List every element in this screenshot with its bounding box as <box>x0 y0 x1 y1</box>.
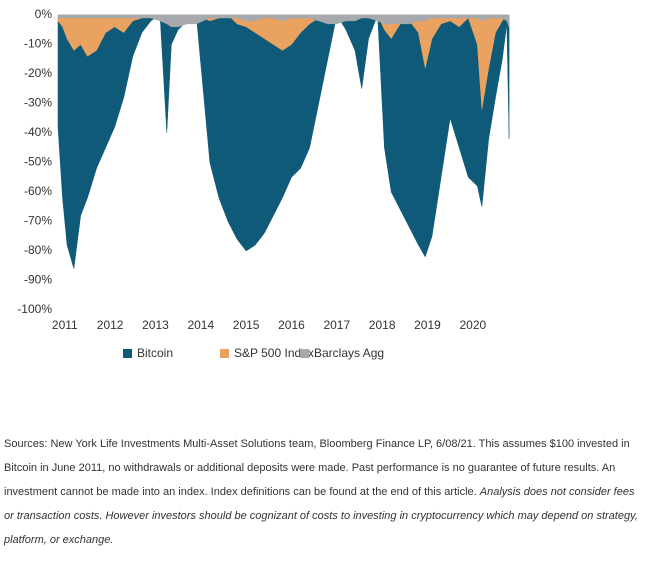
y-tick-label: -100% <box>17 302 52 316</box>
y-tick-label: -80% <box>24 243 52 257</box>
area <box>57 14 510 110</box>
legend-label: Bitcoin <box>137 346 173 360</box>
x-tick-label: 2012 <box>97 318 124 332</box>
x-tick-label: 2015 <box>233 318 260 332</box>
caveat-text: Analysis does not consider fees or trans… <box>4 486 638 546</box>
y-tick-label: -90% <box>24 273 52 287</box>
chart: 0% -10% -20% -30% -40% -50% -60% -70% -80% -90% -1… <box>17 7 510 360</box>
footnote: Sources: New York Life Investments Multi… <box>4 432 644 552</box>
x-tick-label: 2011 <box>52 318 78 332</box>
y-tick-label: -40% <box>24 125 52 139</box>
x-tick-label: 2013 <box>142 318 169 332</box>
x-tick-label: 2019 <box>414 318 441 332</box>
y-tick-label: -50% <box>24 155 52 169</box>
x-tick-label: 2017 <box>323 318 350 332</box>
x-tick-label: 2014 <box>187 318 214 332</box>
y-tick-label: -60% <box>24 184 52 198</box>
x-tick-label: 2018 <box>369 318 396 332</box>
legend-label: Barclays Agg <box>314 346 384 360</box>
legend-swatch <box>220 349 229 358</box>
area <box>57 14 510 28</box>
legend-swatch <box>123 349 132 358</box>
legend-label: S&P 500 Index <box>234 346 314 360</box>
source-text: Sources: New York Life Investments Multi… <box>4 438 630 498</box>
area <box>57 14 510 269</box>
legend-swatch <box>300 349 309 358</box>
x-tick-label: 2020 <box>459 318 486 332</box>
x-tick-label: 2016 <box>278 318 305 332</box>
y-tick-label: -20% <box>24 66 52 80</box>
y-tick-label: 0% <box>35 7 53 21</box>
y-tick-label: -30% <box>24 96 52 110</box>
y-tick-label: -70% <box>24 214 52 228</box>
y-tick-label: -10% <box>24 37 52 51</box>
